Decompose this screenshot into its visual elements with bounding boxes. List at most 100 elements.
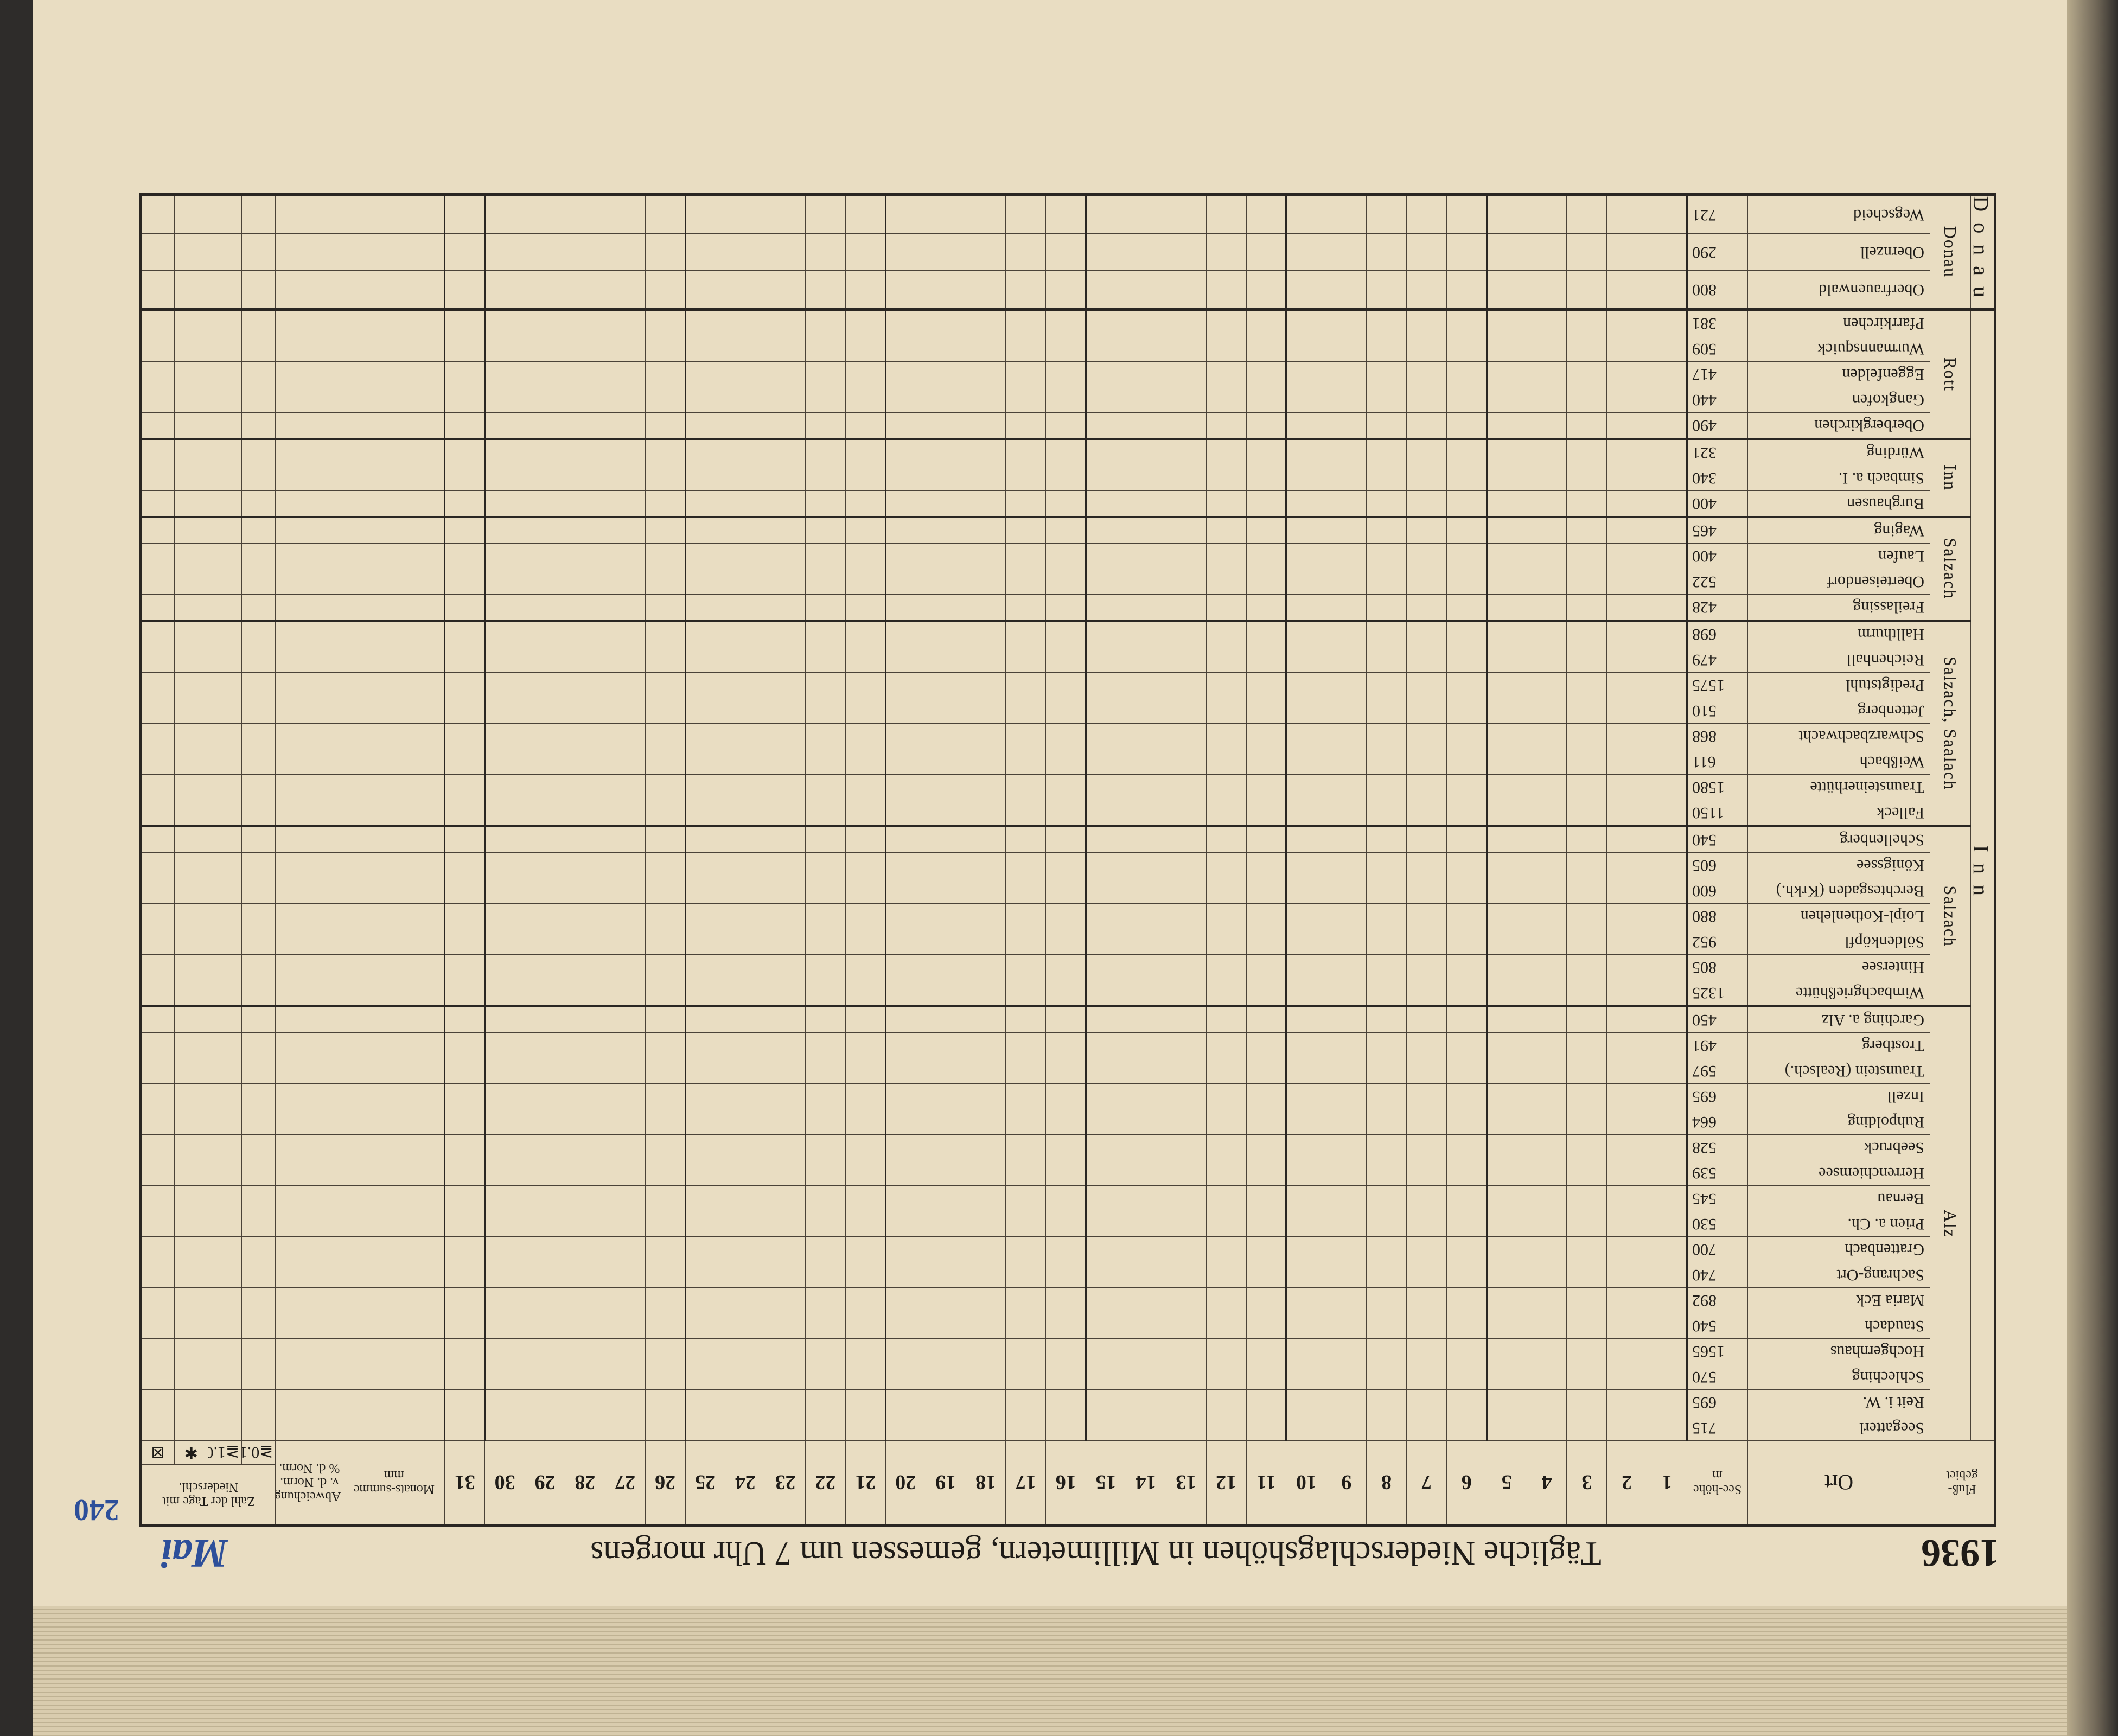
river-name: Salzach <box>1941 538 1961 600</box>
count-cell <box>208 1032 242 1058</box>
day-cell <box>525 723 565 749</box>
day-cell <box>1326 672 1367 698</box>
day-cell <box>1566 1313 1607 1339</box>
count-cell <box>140 621 175 647</box>
day-cell <box>1527 826 1567 853</box>
day-cell <box>1166 490 1207 517</box>
day-cell <box>1487 1185 1527 1211</box>
day-cell <box>725 1006 765 1033</box>
count-cell <box>241 1389 276 1415</box>
station-elevation: 868 <box>1687 723 1748 749</box>
day-cell <box>565 929 605 955</box>
day-cell <box>1487 387 1527 413</box>
day-cell <box>1647 439 1687 465</box>
count-cell <box>208 903 242 929</box>
day-cell <box>645 1185 686 1211</box>
day-cell <box>1246 1287 1286 1313</box>
day-cell <box>525 1287 565 1313</box>
day-cell <box>1566 1211 1607 1237</box>
sum-header: Monats-summe mm <box>343 1440 445 1526</box>
station-row: Grattenbach 700 <box>140 1236 1995 1262</box>
count-cell <box>174 336 208 362</box>
station-row: Hallthurm 698 <box>140 621 1995 647</box>
day-cell <box>885 1083 926 1109</box>
day-cell <box>605 852 646 878</box>
day-cell <box>966 1262 1006 1288</box>
day-cell <box>1086 749 1126 775</box>
count-cell <box>174 233 208 271</box>
deviation-cell <box>275 1006 343 1033</box>
month: Mai <box>161 1531 228 1575</box>
day-cell <box>1045 1364 1086 1390</box>
day-cell <box>805 1006 846 1033</box>
day-cell <box>685 1389 725 1415</box>
day-cell <box>926 439 966 465</box>
day-cell <box>1246 1109 1286 1135</box>
day-cell <box>1286 647 1326 673</box>
day-cell <box>765 903 806 929</box>
day-cell <box>725 439 765 465</box>
count-cell <box>241 1160 276 1186</box>
day-cell <box>966 233 1006 271</box>
sum-cell <box>343 826 445 853</box>
day-cell <box>725 1338 765 1364</box>
day-cell <box>1086 774 1126 800</box>
day-cell <box>765 621 806 647</box>
day-cell <box>1246 1236 1286 1262</box>
day-cell <box>484 1185 525 1211</box>
day-cell <box>1286 1262 1326 1288</box>
day-cell <box>765 878 806 904</box>
day-cell <box>1606 1058 1647 1084</box>
day-cell <box>1045 878 1086 904</box>
day-cell <box>805 439 846 465</box>
day-cell <box>1566 194 1607 234</box>
sum-label: Monats-summe <box>353 1482 435 1497</box>
day-cell <box>525 1032 565 1058</box>
river-name: Inn <box>1941 464 1961 492</box>
day-cell <box>845 1236 886 1262</box>
day-cell <box>1246 543 1286 569</box>
station-elevation: 491 <box>1687 1032 1748 1058</box>
day-cell <box>1647 1058 1687 1084</box>
day-cell <box>1286 1389 1326 1415</box>
day-cell <box>1126 1389 1166 1415</box>
day-cell <box>805 672 846 698</box>
day-cell <box>1246 1389 1286 1415</box>
day-cell <box>1366 194 1407 234</box>
day-cell <box>1326 270 1367 310</box>
day-cell <box>845 543 886 569</box>
day-cell <box>1446 336 1487 362</box>
deviation-cell <box>275 723 343 749</box>
station-name: Wimbachgrießhütte <box>1747 980 1930 1006</box>
station-elevation: 340 <box>1687 465 1748 491</box>
deviation-cell <box>275 826 343 853</box>
day-cell <box>1326 1287 1367 1313</box>
station-row: Inn Burghausen 400 <box>140 439 1995 517</box>
day-cell <box>525 903 565 929</box>
day-cell <box>1366 723 1407 749</box>
day-cell <box>605 800 646 826</box>
station-elevation: 721 <box>1687 194 1748 234</box>
day-cell <box>1326 878 1367 904</box>
day-cell <box>685 698 725 724</box>
count-cell <box>208 929 242 955</box>
day-cell <box>966 439 1006 465</box>
day-cell <box>525 439 565 465</box>
river-name: Salzach, Saalach <box>1941 656 1961 790</box>
day-cell <box>605 878 646 904</box>
day-cell <box>725 1083 765 1109</box>
day-cell <box>966 309 1006 336</box>
day-cell <box>444 1006 485 1033</box>
day-cell <box>1126 309 1166 336</box>
day-cell <box>805 621 846 647</box>
day-cell <box>1005 1134 1046 1160</box>
day-cell <box>1606 490 1647 517</box>
day-cell <box>685 1313 725 1339</box>
count-cell <box>174 1185 208 1211</box>
day-cell <box>1487 903 1527 929</box>
day-cell <box>565 1058 605 1084</box>
count-cell <box>140 387 175 413</box>
day-cell <box>1606 517 1647 544</box>
count-cell <box>208 774 242 800</box>
day-cell <box>645 387 686 413</box>
